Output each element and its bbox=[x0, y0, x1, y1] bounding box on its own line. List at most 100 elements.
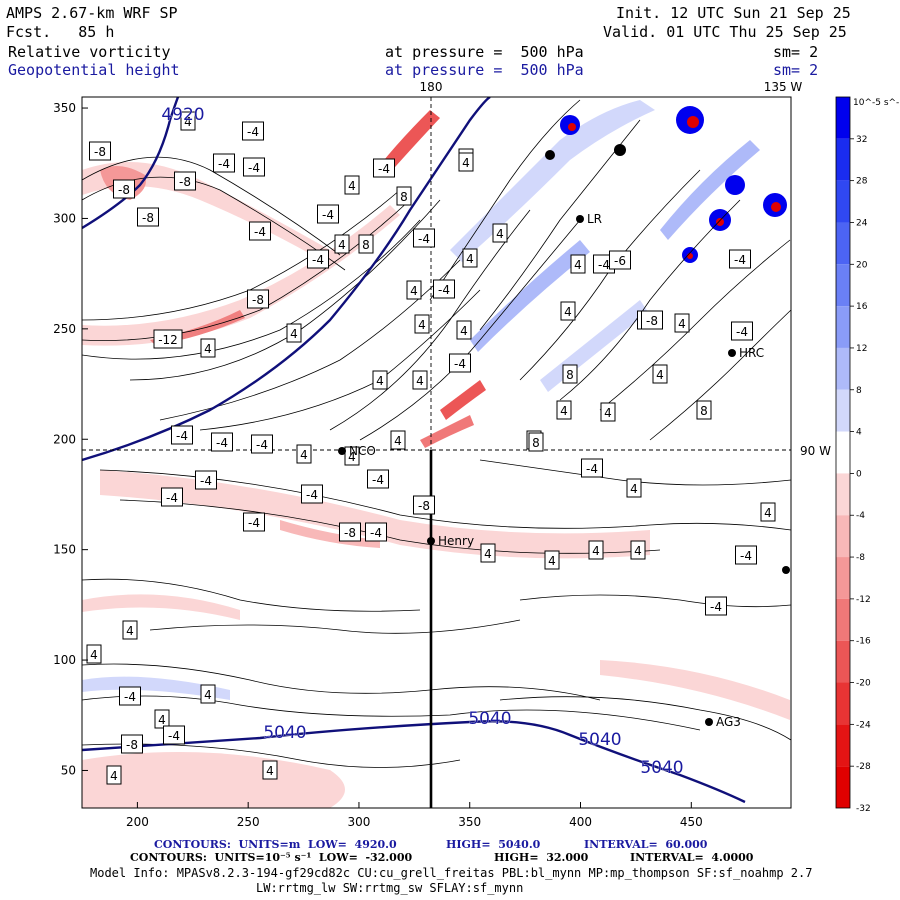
vorticity-label: 8 bbox=[532, 436, 540, 450]
field1-smoothing: sm= 2 bbox=[773, 43, 819, 61]
vorticity-label: -4 bbox=[247, 125, 259, 139]
vorticity-label-box bbox=[317, 204, 339, 224]
height-contour-label: 5040 bbox=[263, 723, 306, 743]
vorticity-label: 4 bbox=[90, 648, 98, 662]
shaded-vorticity bbox=[82, 100, 790, 808]
vorticity-label-box bbox=[243, 157, 265, 177]
vorticity-label-box bbox=[626, 478, 642, 498]
vorticity-label: -4 bbox=[218, 157, 230, 171]
vorticity-label: -8 bbox=[179, 175, 191, 189]
vorticity-label-box bbox=[367, 469, 389, 489]
vorticity-label-group: -8 -4 -8 -4 -8 -4 4 -8 -4 -4 8 -12 4 4 -8 -4 4 8 -4 4 8 4 4 4 -4… bbox=[86, 111, 776, 785]
vorticity-label: -8 bbox=[418, 499, 430, 513]
vorticity-label-box bbox=[243, 512, 265, 532]
footer-height-contours: CONTOURS: UNITS=m LOW= 4920.0 bbox=[154, 838, 397, 851]
vorticity-label: 8 bbox=[400, 190, 408, 204]
vorticity-label-box bbox=[731, 321, 753, 341]
vorticity-label: 4 bbox=[418, 318, 426, 332]
station-marker bbox=[782, 566, 790, 574]
vorticity-label-box bbox=[449, 353, 471, 373]
vorticity-label-box bbox=[696, 400, 712, 420]
colorbar-swatch bbox=[836, 264, 850, 307]
vorticity-label: 8 bbox=[700, 404, 708, 418]
vorticity-label-box bbox=[406, 280, 422, 300]
vorticity-label-box bbox=[106, 765, 122, 785]
vorticity-label-box bbox=[174, 171, 196, 191]
vorticity-label: 4 bbox=[592, 544, 600, 558]
colorbar-swatch bbox=[836, 473, 850, 516]
vorticity-label: 4 bbox=[410, 284, 418, 298]
colorbar-swatch bbox=[836, 682, 850, 725]
vorticity-label-box bbox=[560, 301, 576, 321]
colorbar-swatch bbox=[836, 180, 850, 223]
vorticity-label-box bbox=[480, 543, 496, 563]
vorticity-label: 8 bbox=[362, 238, 370, 252]
vorticity-label-box bbox=[588, 540, 604, 560]
vorticity-label-box bbox=[372, 370, 388, 390]
footer-model-info: Model Info: MPASv8.2.3-194-gf29cd82c CU:… bbox=[90, 866, 813, 880]
colorbar-swatch bbox=[836, 306, 850, 348]
vorticity-label-box bbox=[89, 141, 111, 161]
x-tick-label: 250 bbox=[237, 815, 260, 829]
vorticity-label-box bbox=[390, 430, 406, 450]
colorbar-tick-label: 16 bbox=[856, 302, 868, 312]
colorbar-swatch bbox=[836, 515, 850, 558]
vorticity-label: 4 bbox=[348, 179, 356, 193]
vorticity-label-box bbox=[296, 444, 312, 464]
vorticity-label-box bbox=[247, 289, 269, 309]
height-label-group: 4920 5040 5040 5040 5040 bbox=[161, 105, 684, 779]
plot-frame bbox=[81, 96, 792, 809]
colorbar-tick-label: 8 bbox=[856, 386, 862, 396]
vorticity-label: -4 bbox=[438, 283, 450, 297]
vorticity-label: 8 bbox=[566, 368, 574, 382]
vorticity-label: -4 bbox=[736, 325, 748, 339]
y-tick-label: 250 bbox=[53, 322, 76, 336]
colorbar-tick-label: 12 bbox=[856, 344, 867, 354]
vorticity-label-box bbox=[581, 458, 603, 478]
vorticity-label-box bbox=[562, 364, 578, 384]
height-contour-label: 5040 bbox=[468, 709, 511, 729]
x-tick-label: 350 bbox=[458, 815, 481, 829]
vorticity-label: 4 bbox=[630, 482, 638, 496]
vorticity-label-box bbox=[262, 760, 278, 780]
vorticity-label: -4 bbox=[256, 438, 268, 452]
vorticity-label: -4 bbox=[124, 690, 136, 704]
vorticity-label: -8 bbox=[252, 293, 264, 307]
vorticity-label: -8 bbox=[94, 145, 106, 159]
colorbar-tick-label: 0 bbox=[856, 469, 862, 479]
footer-height-interval: INTERVAL= 60.000 bbox=[584, 838, 708, 851]
station-label: HRC bbox=[739, 346, 764, 360]
vorticity-label-box bbox=[161, 487, 183, 507]
vorticity-label-box bbox=[154, 709, 170, 729]
vorticity-label: -8 bbox=[126, 738, 138, 752]
y-tick-label: 200 bbox=[53, 432, 76, 446]
vorticity-label-box bbox=[339, 522, 361, 542]
vorticity-label-box bbox=[414, 314, 430, 334]
colorbar-swatch bbox=[836, 222, 850, 265]
vorticity-label-box bbox=[119, 686, 141, 706]
vorticity-label: 4 bbox=[338, 238, 346, 252]
colorbar-swatch bbox=[836, 640, 850, 683]
vorticity-label: -8 bbox=[344, 526, 356, 540]
vorticity-label: -8 bbox=[646, 314, 658, 328]
vorticity-label: -4 bbox=[418, 232, 430, 246]
vorticity-label: -12 bbox=[158, 333, 178, 347]
vorticity-label: 4 bbox=[348, 450, 356, 464]
lat-label-90w: 90 W bbox=[800, 444, 831, 458]
y-tick-label: 50 bbox=[61, 763, 76, 777]
vorticity-label-box bbox=[492, 223, 508, 243]
field1-level: at pressure = 500 hPa bbox=[385, 43, 584, 61]
colorbar-swatch bbox=[836, 724, 850, 767]
station-group: NCO Henry LR HRC AG3 bbox=[338, 212, 790, 729]
vorticity-label-box bbox=[433, 279, 455, 299]
vorticity-label-box bbox=[462, 248, 478, 268]
vorticity-label-box bbox=[195, 470, 217, 490]
vorticity-label: -4 bbox=[598, 258, 610, 272]
vorticity-label: 4 bbox=[656, 368, 664, 382]
vorticity-label: -4 bbox=[734, 253, 746, 267]
colorbar-unit: 10^-5 s^-1 bbox=[853, 98, 900, 108]
init-time: Init. 12 UTC Sun 21 Sep 25 bbox=[616, 4, 851, 22]
vorticity-label-box bbox=[458, 152, 474, 172]
vorticity-label-box bbox=[171, 425, 193, 445]
colorbar-swatch bbox=[836, 598, 850, 641]
